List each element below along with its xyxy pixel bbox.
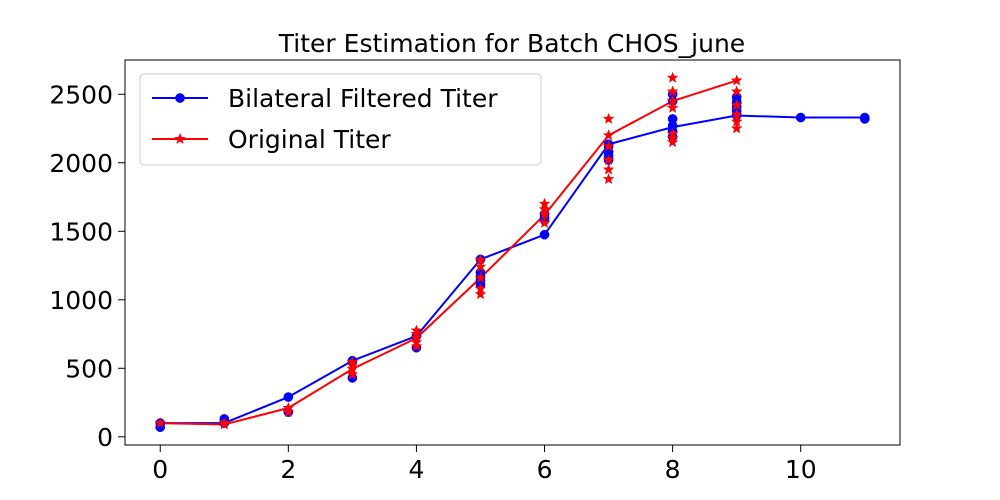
data-point-original <box>346 355 359 368</box>
legend: Bilateral Filtered Titer Original Titer <box>139 73 542 166</box>
y-tick-label: 2500 <box>49 80 113 109</box>
legend-item-original: Original Titer <box>152 125 391 154</box>
data-point-original <box>602 129 615 141</box>
x-tick-label: 4 <box>408 455 424 484</box>
x-axis: 0 2 4 6 8 10 <box>152 445 817 484</box>
x-tick-label: 6 <box>537 455 553 484</box>
data-point-original <box>730 122 743 134</box>
series-markers-original <box>154 71 743 430</box>
y-tick-label: 0 <box>97 423 113 452</box>
data-point-original <box>474 288 487 300</box>
legend-marker-bilateral-filtered <box>175 93 185 103</box>
data-point-original <box>538 197 551 209</box>
plot-frame <box>124 59 901 446</box>
legend-item-bilateral-filtered: Bilateral Filtered Titer <box>152 84 498 113</box>
data-point-original <box>666 94 679 107</box>
y-tick-label: 500 <box>65 354 113 383</box>
legend-label-original: Original Titer <box>228 125 391 154</box>
data-point-original <box>730 108 743 120</box>
data-point-original <box>602 140 615 152</box>
legend-box <box>139 73 542 166</box>
data-point-original <box>666 101 679 113</box>
data-point-original <box>410 324 423 336</box>
y-tick-label: 2000 <box>49 149 113 178</box>
data-point-bilateral-filtered <box>859 112 870 123</box>
y-tick-label: 1500 <box>49 217 113 246</box>
data-point-original <box>410 331 423 344</box>
x-tick-label: 2 <box>280 455 296 484</box>
x-tick-label: 10 <box>785 455 817 484</box>
data-point-bilateral-filtered <box>795 112 806 123</box>
data-point-original <box>346 362 359 374</box>
data-point-original <box>474 271 487 283</box>
data-point-original <box>666 71 679 83</box>
data-point-original <box>154 416 167 429</box>
data-point-original <box>474 282 487 294</box>
legend-marker-original <box>174 132 186 145</box>
data-point-bilateral-filtered <box>667 114 678 124</box>
data-point-original <box>602 172 615 185</box>
x-tick-label: 0 <box>152 455 168 484</box>
data-point-original <box>474 253 487 266</box>
data-point-original <box>282 405 295 418</box>
chart-title: Titer Estimation for Batch CHOS_june <box>278 29 745 58</box>
data-point-original <box>410 340 423 352</box>
data-point-original <box>730 115 743 127</box>
plot-area <box>124 59 901 446</box>
data-point-original <box>538 203 551 215</box>
legend-label-bilateral-filtered: Bilateral Filtered Titer <box>228 84 498 113</box>
data-point-original <box>282 401 295 414</box>
data-point-original <box>730 98 743 111</box>
data-point-original <box>410 327 423 340</box>
data-point-original <box>666 131 679 144</box>
data-point-bilateral-filtered <box>283 392 294 402</box>
data-point-original <box>538 216 551 229</box>
x-tick-label: 8 <box>665 455 681 484</box>
data-point-original <box>538 208 551 220</box>
data-point-original <box>730 74 743 86</box>
data-point-original <box>410 336 423 348</box>
data-point-original <box>666 127 679 140</box>
data-point-original <box>602 112 615 124</box>
data-point-original <box>666 135 679 148</box>
data-point-original <box>602 163 615 175</box>
data-point-original <box>346 359 359 371</box>
data-point-original <box>218 416 231 429</box>
data-point-original <box>730 85 743 97</box>
y-tick-label: 1000 <box>49 286 113 315</box>
data-point-bilateral-filtered <box>539 229 550 240</box>
data-point-original <box>602 153 615 166</box>
data-point-original <box>474 260 487 272</box>
data-point-original <box>346 368 359 380</box>
y-axis: 0 500 1000 1500 2000 2500 <box>49 80 125 452</box>
series-original <box>160 79 737 426</box>
data-point-original <box>666 85 679 97</box>
series-line-original <box>160 79 737 426</box>
